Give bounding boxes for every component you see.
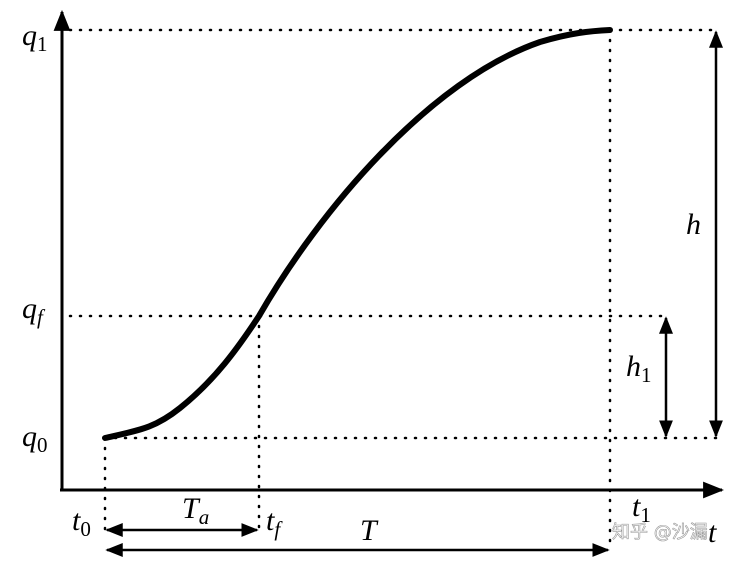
guides	[68, 28, 722, 552]
label-ta: Ta	[182, 492, 209, 529]
label-sub: f	[274, 517, 283, 541]
label-sub: 0	[37, 433, 48, 457]
label-t1: t1	[632, 490, 651, 527]
label-base: t	[632, 490, 641, 523]
label-sub: a	[199, 505, 210, 529]
label-sub: 1	[641, 363, 652, 387]
label-h1: h1	[626, 350, 652, 387]
label-base: q	[22, 292, 37, 325]
trajectory-curve	[102, 27, 613, 441]
label-t-axis: t	[708, 516, 717, 549]
label-q1: q1	[22, 19, 48, 56]
label-q0: q0	[22, 420, 48, 457]
label-tf: tf	[266, 504, 283, 541]
label-base: h	[626, 350, 641, 383]
label-sub: 1	[37, 32, 48, 56]
label-sub: 1	[640, 503, 651, 527]
label-qf: qf	[22, 292, 46, 329]
label-t-span: T	[360, 514, 379, 547]
label-base: T	[182, 492, 201, 525]
label-sub: 0	[80, 517, 91, 541]
label-base: q	[22, 19, 37, 52]
label-base: t	[72, 504, 81, 537]
watermark: 知乎 @沙漏	[612, 522, 708, 543]
label-base: t	[266, 504, 275, 537]
label-h: h	[686, 208, 701, 241]
label-base: q	[22, 420, 37, 453]
label-t0: t0	[72, 504, 91, 541]
label-sub: f	[37, 305, 46, 329]
